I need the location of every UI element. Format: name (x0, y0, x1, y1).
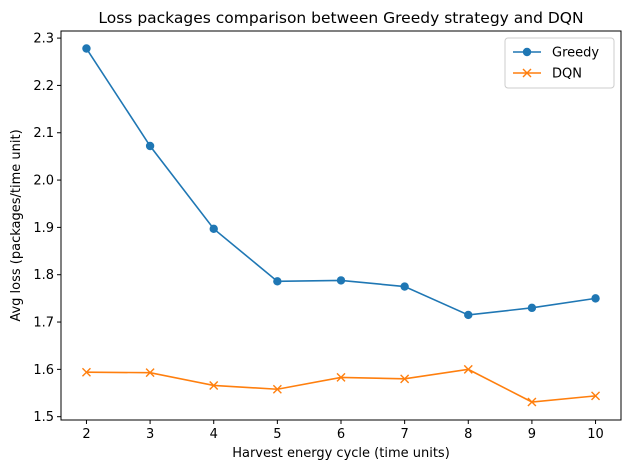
y-tick-label: 1.8 (33, 268, 54, 283)
y-axis-title: Avg loss (packages/time unit) (9, 129, 24, 321)
x-axis-title: Harvest energy cycle (time units) (232, 446, 450, 461)
data-point (145, 368, 155, 378)
legend-box (504, 37, 615, 89)
data-point (463, 364, 473, 374)
legend-item-greedy: Greedy (513, 46, 599, 61)
series-greedy (82, 44, 600, 320)
x-tick-label: 5 (273, 427, 281, 442)
y-tick-label: 1.5 (33, 410, 54, 425)
data-point (336, 276, 346, 285)
marker-stroke (463, 364, 473, 374)
data-point (400, 282, 409, 291)
x-tick-label: 10 (587, 427, 604, 442)
y-tick-label: 1.9 (33, 221, 54, 236)
marker-stroke (272, 384, 282, 394)
data-point (145, 141, 155, 151)
y-tick-label: 2.2 (33, 79, 54, 94)
x-tick-label: 2 (82, 427, 90, 442)
data-point (81, 367, 91, 377)
legend-marker (522, 47, 532, 57)
series-line (86, 368, 596, 403)
data-point (82, 44, 91, 53)
marker-stroke (400, 374, 410, 384)
data-point (209, 380, 219, 390)
data-point (400, 374, 410, 384)
data-point (591, 294, 600, 303)
legend: Greedy DQN (504, 37, 615, 89)
data-point (273, 277, 282, 286)
marker-stroke (81, 367, 91, 377)
marker-stroke (591, 391, 601, 401)
legend-label: Greedy (552, 46, 599, 61)
data-point (591, 391, 601, 401)
y-tick-label: 2.0 (33, 174, 54, 189)
y-tick-label: 1.7 (33, 316, 54, 331)
data-point (209, 224, 218, 234)
marker-stroke (209, 380, 219, 390)
data-point (527, 397, 537, 407)
y-tick-label: 1.6 (33, 363, 54, 378)
x-tick-label: 4 (210, 427, 218, 442)
data-point (272, 384, 282, 394)
marker-stroke (527, 397, 537, 407)
y-tick-label: 2.1 (33, 126, 54, 141)
legend-marker (522, 68, 532, 78)
y-tick-label: 2.3 (33, 32, 54, 47)
plot-area: 2 3 4 5 6 7 8 9 10 1.5 1.6 1.7 1.8 1.9 2.0 2.1 2.2 2.3 (33, 30, 622, 442)
x-tick-label: 3 (146, 427, 154, 442)
chart-title: Loss packages comparison between Greedy … (98, 9, 583, 27)
x-tick-label: 7 (400, 427, 408, 442)
x-tick-label: 8 (464, 427, 472, 442)
data-point (527, 303, 537, 313)
legend-item-dqn: DQN (513, 67, 582, 82)
marker-stroke (336, 372, 346, 382)
x-tick-label: 9 (528, 427, 536, 442)
legend-label: DQN (552, 67, 582, 82)
plot-frame (60, 30, 622, 421)
x-tick-label: 6 (337, 427, 345, 442)
marker-stroke (145, 368, 155, 378)
series-dqn (81, 364, 601, 407)
data-point (336, 372, 346, 382)
data-point (464, 310, 473, 320)
